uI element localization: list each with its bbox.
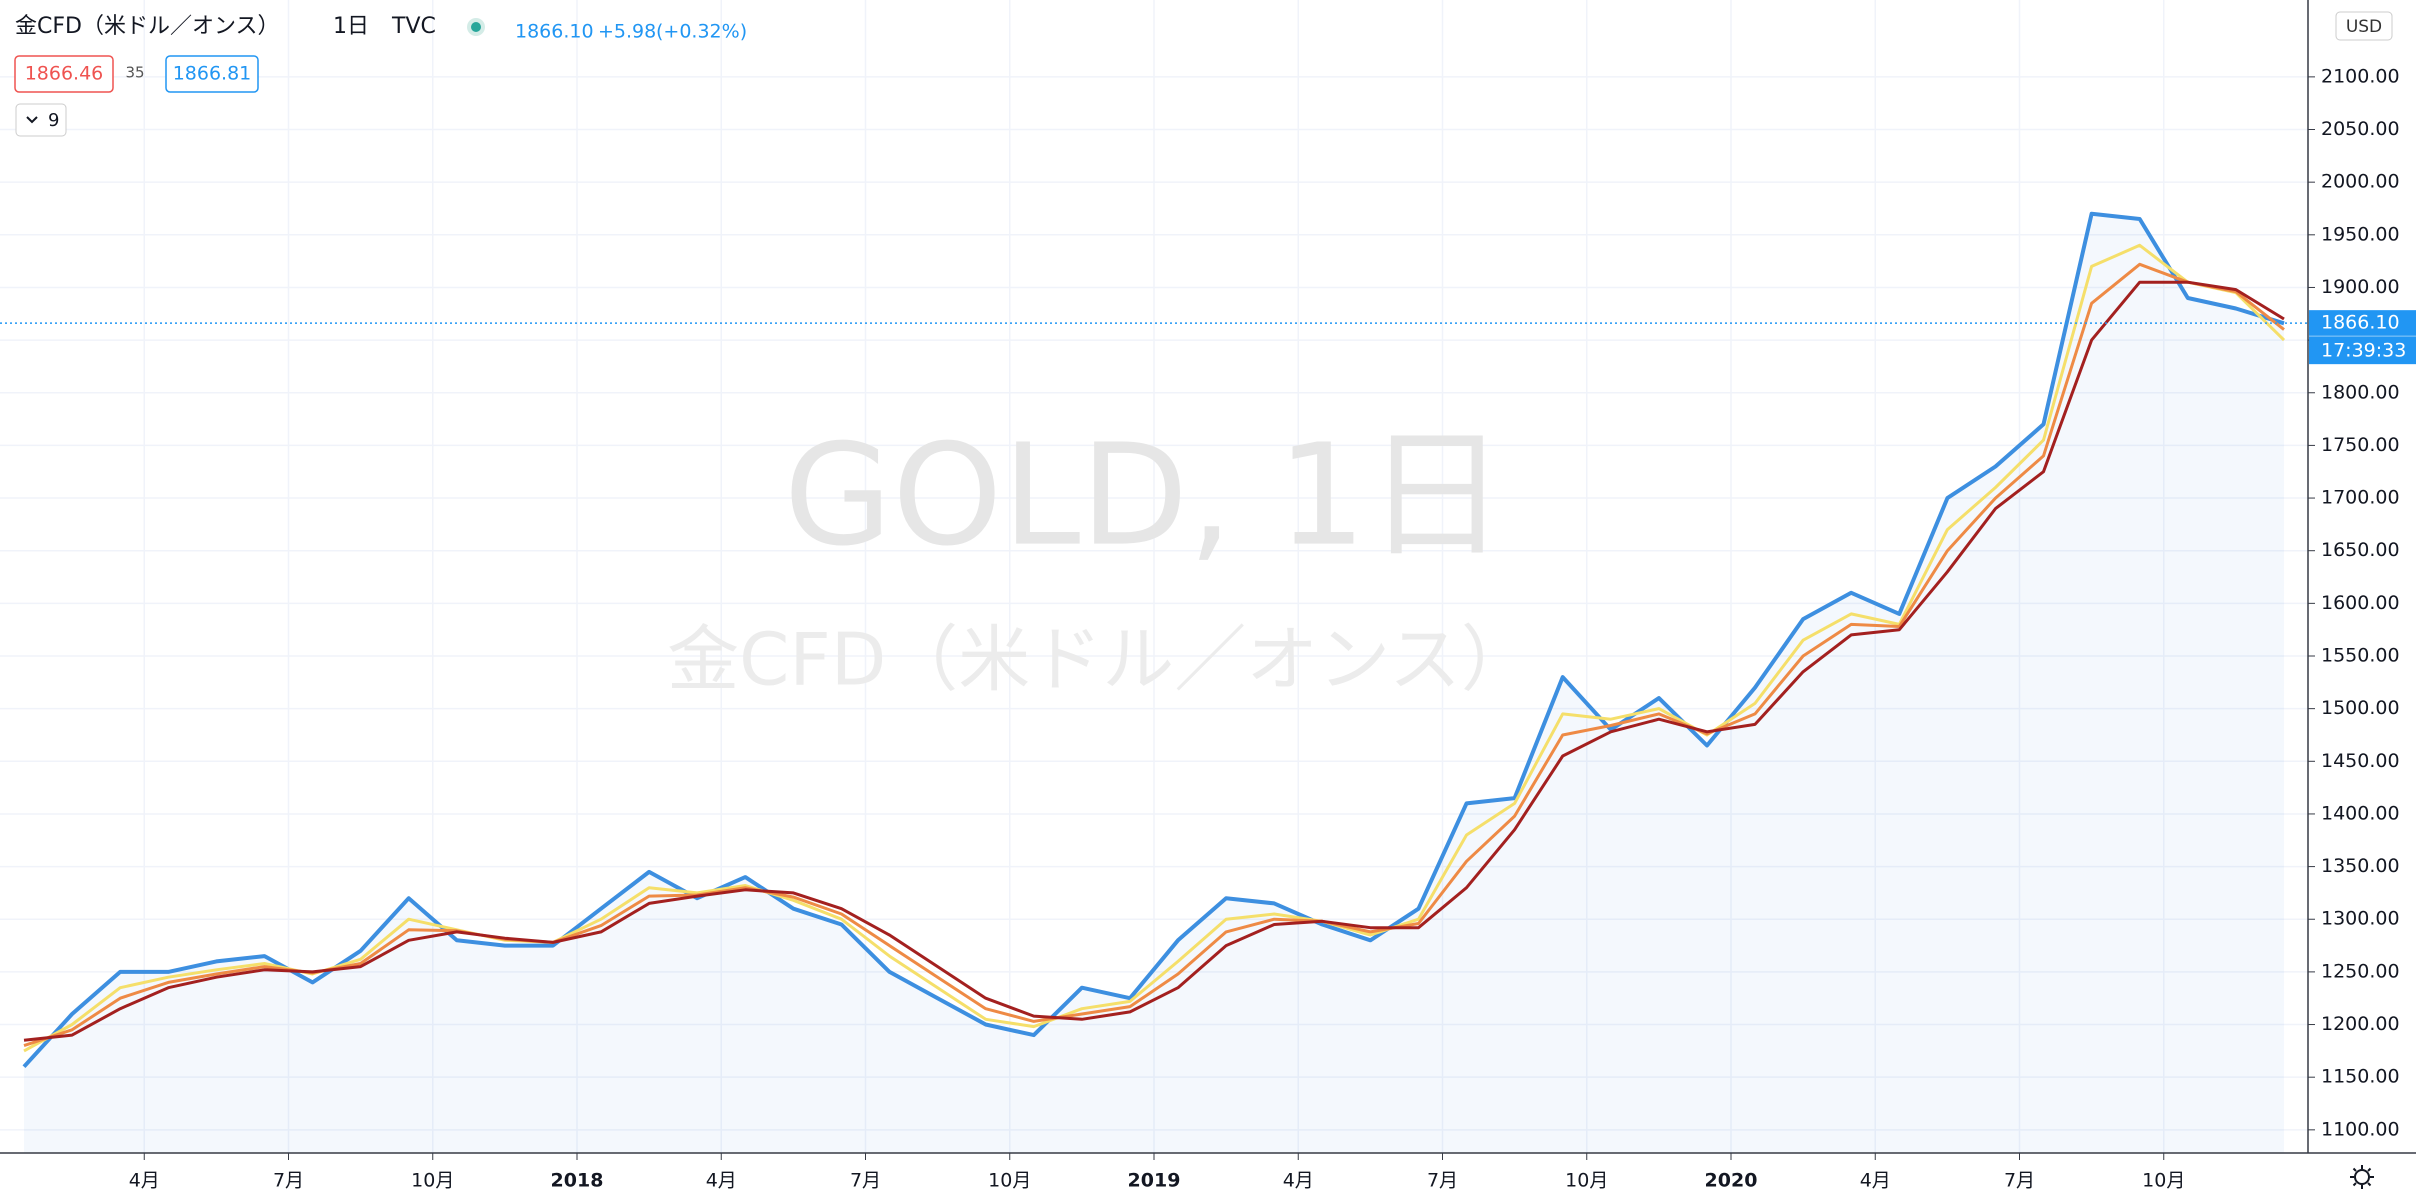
x-tick-label: 10月 [411, 1170, 454, 1192]
x-tick-label: 4月 [706, 1170, 737, 1192]
y-tick-label: 1150.00 [2321, 1066, 2400, 1088]
settings-icon[interactable] [2350, 1165, 2374, 1189]
y-tick-label: 1450.00 [2321, 750, 2400, 772]
x-tick-label: 7月 [1427, 1170, 1458, 1192]
exchange: TVC [391, 14, 436, 39]
indicator-count: 9 [48, 110, 59, 131]
y-tick-label: 1200.00 [2321, 1013, 2400, 1035]
x-tick-label: 2020 [1705, 1170, 1758, 1192]
y-tick-label: 1750.00 [2321, 434, 2400, 456]
spread: 35 [125, 64, 144, 82]
symbol[interactable]: 金CFD（米ドル／オンス） [15, 14, 280, 39]
x-tick-label: 2018 [551, 1170, 604, 1192]
x-tick-label: 7月 [850, 1170, 881, 1192]
last-price: 1866.10 [515, 21, 594, 43]
y-tick-label: 1600.00 [2321, 592, 2400, 614]
y-tick-label: 1300.00 [2321, 908, 2400, 930]
y-tick-label: 2000.00 [2321, 171, 2400, 193]
y-tick-label: 2050.00 [2321, 118, 2400, 140]
indicators-toggle[interactable] [15, 103, 67, 137]
watermark-subtitle: 金CFD（米ドル／オンス） [667, 618, 1533, 702]
last-price-label-bg [2309, 310, 2416, 365]
countdown: 17:39:33 [2321, 340, 2406, 362]
y-tick-label: 1800.00 [2321, 381, 2400, 403]
time-axis [0, 1153, 2416, 1200]
change-pct: (+0.32%) [656, 21, 747, 43]
currency: USD [2346, 17, 2382, 37]
ribbon-line [23, 262, 2285, 1048]
watermark-title: GOLD, 1日 [784, 415, 1507, 578]
ribbon-line [23, 280, 2285, 1042]
change: +5.98 [598, 21, 656, 43]
y-tick-label: 1250.00 [2321, 960, 2400, 982]
x-tick-label: 4月 [1860, 1170, 1891, 1192]
ask-button[interactable] [165, 55, 259, 93]
y-tick-label: 1650.00 [2321, 539, 2400, 561]
y-tick-label: 1950.00 [2321, 223, 2400, 245]
y-tick-label: 1700.00 [2321, 487, 2400, 509]
interval[interactable]: 1日 [333, 14, 369, 39]
bid-button[interactable] [14, 55, 114, 93]
x-tick-label: 7月 [2004, 1170, 2035, 1192]
chevron-icon [26, 116, 38, 124]
x-tick-label: 7月 [273, 1170, 304, 1192]
ask: 1866.81 [173, 63, 252, 85]
y-tick-label: 2100.00 [2321, 65, 2400, 87]
y-tick-label: 1550.00 [2321, 644, 2400, 666]
y-tick-label: 1100.00 [2321, 1118, 2400, 1140]
y-tick-label: 1900.00 [2321, 276, 2400, 298]
x-tick-label: 10月 [988, 1170, 1031, 1192]
x-tick-label: 2019 [1128, 1170, 1181, 1192]
x-tick-label: 10月 [2142, 1170, 2185, 1192]
price-line [22, 211, 2285, 1069]
last-price-label: 1866.10 [2321, 312, 2400, 334]
y-tick-label: 1400.00 [2321, 802, 2400, 824]
ribbon-line [23, 243, 2286, 1053]
currency-badge[interactable] [2335, 11, 2393, 41]
x-tick-label: 4月 [129, 1170, 160, 1192]
x-tick-label: 4月 [1283, 1170, 1314, 1192]
x-tick-label: 10月 [1565, 1170, 1608, 1192]
y-tick-label: 1350.00 [2321, 855, 2400, 877]
status-dot [471, 22, 481, 32]
price-axis [2308, 0, 2416, 1200]
bid: 1866.46 [25, 63, 104, 85]
y-tick-label: 1500.00 [2321, 697, 2400, 719]
